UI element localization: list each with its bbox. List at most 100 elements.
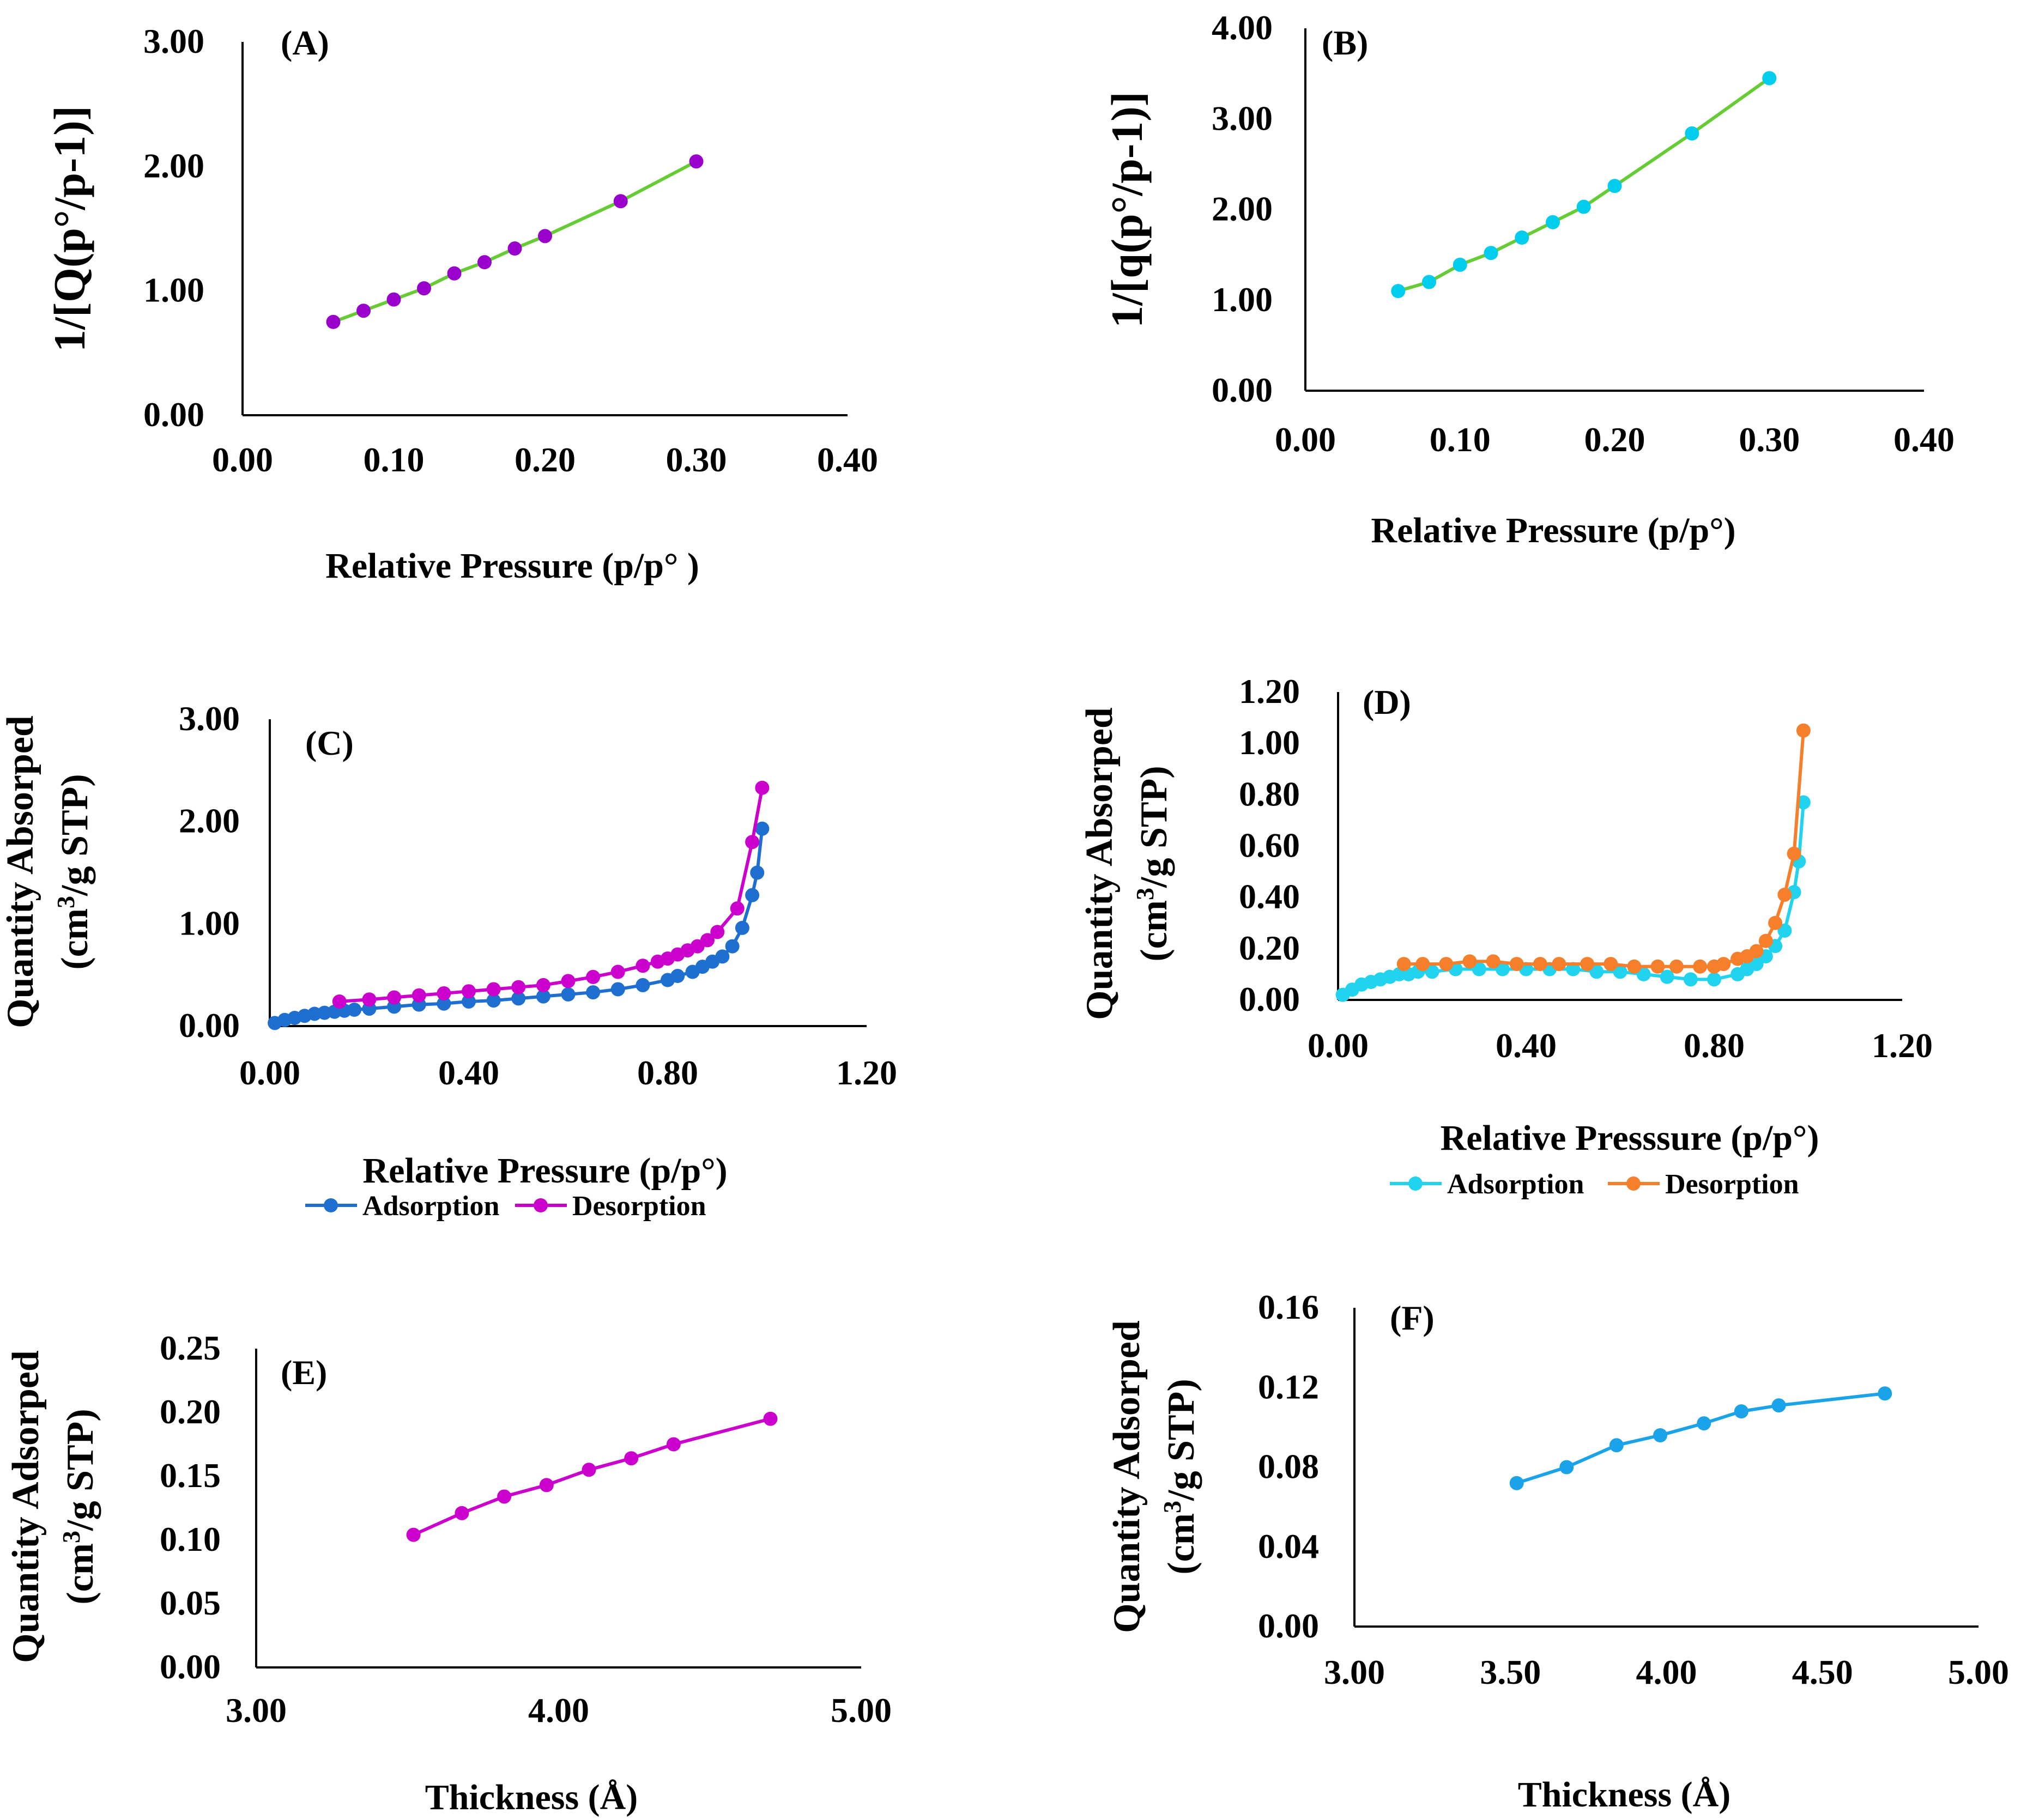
panel-label: (B) xyxy=(1322,23,1368,62)
y-tick-label: 0.20 xyxy=(160,1392,221,1431)
y-tick-label: 0.15 xyxy=(160,1456,221,1495)
data-point xyxy=(1878,1386,1892,1401)
y-axis-title-units: (cm3/g STP) xyxy=(57,1409,101,1604)
data-point xyxy=(1607,179,1622,193)
x-tick-label: 0.40 xyxy=(1893,420,1955,459)
data-point xyxy=(1396,957,1411,972)
y-tick-label: 0.25 xyxy=(160,1328,221,1367)
y-tick-label: 0.10 xyxy=(160,1520,221,1558)
panel-label: (A) xyxy=(281,23,329,62)
data-point xyxy=(1768,915,1783,930)
data-point xyxy=(624,1451,639,1466)
x-axis-title: Relative Pressure (p/p° ) xyxy=(325,546,699,586)
legend-swatch-marker xyxy=(324,1198,338,1212)
data-point xyxy=(1636,967,1651,981)
data-point xyxy=(730,901,745,916)
data-point xyxy=(507,241,522,256)
legend-label: Desorption xyxy=(1665,1169,1799,1200)
data-point xyxy=(610,964,625,979)
series-line-desorption xyxy=(1403,730,1805,968)
y-tick-label: 0.00 xyxy=(1258,1606,1319,1645)
chart-d: 0.00 0.20 0.40 0.60 0.80 1.00 1.20 0.00 0.40 0.80… xyxy=(1079,672,1933,1200)
x-tick-label: 4.50 xyxy=(1792,1653,1853,1691)
data-point xyxy=(725,939,740,954)
series-line-bet xyxy=(1397,76,1770,293)
data-point xyxy=(326,314,341,329)
y-tick-label: 0.08 xyxy=(1258,1447,1319,1486)
y-tick-label: 0.20 xyxy=(1239,929,1300,967)
data-point xyxy=(1486,954,1500,969)
data-point xyxy=(362,992,377,1007)
legend-item-adsorption: Adsorption xyxy=(305,1191,499,1222)
legend-swatch-marker xyxy=(1626,1176,1641,1191)
x-tick-label: 1.20 xyxy=(836,1053,897,1092)
data-point xyxy=(1762,71,1777,86)
y-axis-title-units: (cm3/g STP) xyxy=(52,774,96,969)
x-tick-label: 5.00 xyxy=(831,1691,892,1730)
data-point xyxy=(386,292,401,307)
data-point xyxy=(1533,957,1547,972)
x-tick-label: 0.00 xyxy=(1275,420,1336,459)
data-point xyxy=(1650,959,1665,974)
y-tick-label: 0.04 xyxy=(1258,1527,1319,1566)
data-point xyxy=(511,980,526,994)
x-tick-label: 0.40 xyxy=(438,1053,499,1092)
data-point xyxy=(1509,1476,1524,1490)
data-point xyxy=(1391,284,1406,299)
data-point xyxy=(670,969,685,984)
data-point xyxy=(1604,957,1618,972)
y-axis-title: Quantity Adsorped xyxy=(5,1350,47,1663)
data-point xyxy=(636,958,650,973)
x-axis-title: Thickness (Å) xyxy=(425,1777,638,1817)
legend-item-desorption: Desorption xyxy=(1608,1169,1799,1200)
data-point xyxy=(462,994,476,1009)
x-tick-label: 1.20 xyxy=(1872,1026,1933,1065)
data-point xyxy=(412,988,426,1003)
chart-e: 0.00 0.05 0.10 0.15 0.20 0.25 3.00 4.00 5.00 Thic… xyxy=(5,1328,892,1817)
data-point xyxy=(1796,795,1811,810)
y-tick-label: 2.00 xyxy=(143,146,204,185)
data-point xyxy=(636,978,650,992)
data-point xyxy=(610,982,625,997)
data-point xyxy=(1716,957,1731,972)
y-tick-label: 0.80 xyxy=(1239,774,1300,813)
data-point xyxy=(387,990,402,1005)
x-tick-label: 0.40 xyxy=(1496,1026,1557,1065)
data-point xyxy=(437,986,451,1000)
data-point xyxy=(1515,230,1529,245)
data-point xyxy=(1613,964,1627,979)
data-point xyxy=(1546,215,1560,229)
y-tick-label: 0.00 xyxy=(179,1006,240,1045)
x-axis-title: Relative Pressure (p/p°) xyxy=(362,1151,727,1191)
data-point xyxy=(455,1506,469,1520)
x-tick-label: 0.20 xyxy=(515,440,576,479)
data-point xyxy=(755,821,770,836)
data-point xyxy=(561,987,576,1002)
y-tick-label: 0.05 xyxy=(160,1584,221,1622)
data-point xyxy=(1660,969,1674,984)
y-tick-label: 1.20 xyxy=(1239,672,1300,711)
data-point xyxy=(1462,954,1477,969)
data-point xyxy=(347,1002,362,1017)
x-tick-label: 0.80 xyxy=(637,1053,698,1092)
data-point xyxy=(1484,246,1498,260)
data-point xyxy=(1580,957,1595,972)
data-point xyxy=(1425,964,1439,979)
y-tick-label: 2.00 xyxy=(1212,190,1273,228)
y-tick-label: 0.40 xyxy=(1239,877,1300,916)
data-point xyxy=(1749,944,1764,958)
data-point xyxy=(1495,962,1510,976)
y-tick-label: 3.00 xyxy=(179,699,240,738)
data-point xyxy=(1509,957,1524,972)
data-point xyxy=(1589,964,1604,979)
x-axis-title: Relative Pressure (p/p°) xyxy=(1371,511,1735,550)
data-point xyxy=(462,984,476,999)
data-point xyxy=(1777,923,1792,938)
y-tick-label: 1.00 xyxy=(179,903,240,942)
x-tick-label: 4.00 xyxy=(1636,1653,1697,1691)
data-point xyxy=(1609,1438,1624,1453)
data-point xyxy=(1653,1428,1668,1442)
y-tick-label: 0.12 xyxy=(1258,1367,1319,1406)
y-tick-label: 1.00 xyxy=(143,271,204,310)
data-point xyxy=(1749,957,1764,972)
